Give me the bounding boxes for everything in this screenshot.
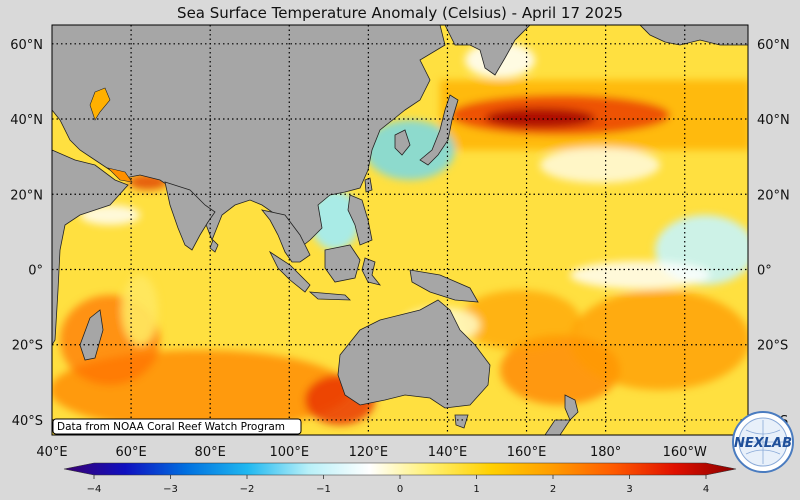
land-arabia-africa	[52, 149, 129, 346]
credit-box: Data from NOAA Coral Reef Watch Program	[52, 418, 302, 435]
latitude-labels-right: 60°N40°N20°N0°20°S40°S	[757, 38, 790, 429]
latitude-tick-label: 40°S	[12, 414, 43, 429]
colorbar-tick-label: 1	[473, 484, 479, 495]
latitude-tick-label: 20°N	[10, 188, 43, 203]
land-sumatra	[268, 250, 311, 293]
latitude-tick-label: 60°N	[757, 38, 790, 53]
anomaly-cool-madagascar-east	[122, 275, 158, 345]
anomaly-warm-coral-sea	[460, 290, 580, 350]
colorbar-tick-label: 2	[550, 484, 556, 495]
land-new-guinea	[409, 269, 479, 303]
colorbar-tick-label: −2	[240, 484, 255, 495]
colorbar: −4 −3 −2 −1 0 1 2 3 4	[63, 462, 737, 495]
longitude-tick-label: 160°W	[663, 445, 707, 460]
anomaly-cool-south-china-sea	[310, 190, 360, 250]
anomaly-cool-equatorial	[570, 261, 710, 289]
land-alaska	[639, 25, 748, 46]
latitude-tick-label: 20°S	[757, 339, 788, 354]
colorbar-bar	[63, 462, 737, 476]
longitude-tick-label: 60°E	[115, 445, 146, 460]
longitude-tick-label: 160°E	[507, 445, 547, 460]
latitude-labels-left: 60°N 40°N 20°N 0° 20°S 40°S	[10, 38, 43, 429]
latitude-tick-label: 40°N	[10, 113, 43, 128]
land-tasmania	[454, 414, 469, 429]
land-java	[308, 291, 351, 301]
anomaly-hotspot-kuroshio-core	[485, 108, 595, 128]
latitude-tick-label: 40°N	[757, 113, 790, 128]
longitude-tick-label: 80°E	[195, 445, 226, 460]
longitude-tick-label: 180°	[590, 445, 621, 460]
colorbar-tick-label: −1	[316, 484, 331, 495]
colorbar-tick-label: 0	[397, 484, 403, 495]
colorbar-tick-label: −4	[87, 484, 102, 495]
credit-box-frame	[52, 418, 302, 435]
colorbar-tick-label: 4	[703, 484, 709, 495]
land-japan	[419, 94, 459, 166]
inland-seas	[89, 87, 133, 183]
map-panel	[52, 25, 748, 435]
map-title: Sea Surface Temperature Anomaly (Celsius…	[177, 4, 623, 22]
longitude-tick-label: 40°E	[36, 445, 67, 460]
land-borneo	[324, 244, 361, 283]
persian-gulf	[107, 167, 133, 183]
map-frame	[51, 24, 749, 436]
anomaly-cool-japan-sea	[365, 120, 455, 180]
nexlab-logo: NEXLAB	[732, 411, 794, 473]
anomaly-field	[52, 42, 748, 430]
caspian-sea	[89, 87, 111, 121]
anomaly-warm-south-pacific	[570, 290, 748, 390]
longitude-tick-label: 120°E	[349, 445, 389, 460]
anomaly-cool-north-central	[540, 147, 660, 183]
logo-text: NEXLAB	[734, 436, 792, 451]
longitude-labels: 40°E 60°E 80°E 100°E 120°E 140°E 160°E 180° 160°…	[36, 445, 772, 460]
land-new-zealand-north	[564, 394, 579, 421]
graticule	[52, 25, 748, 435]
land-indochina	[260, 209, 311, 263]
land-kamchatka	[444, 25, 531, 76]
latitude-tick-label: 20°S	[12, 339, 43, 354]
credit-text: Data from NOAA Coral Reef Watch Program	[57, 421, 285, 433]
latitude-tick-label: 0°	[757, 263, 772, 278]
colorbar-tick-label: 3	[626, 484, 632, 495]
land-sri-lanka	[209, 239, 219, 253]
latitude-tick-label: 0°	[28, 263, 43, 278]
latitude-tick-label: 20°N	[757, 188, 790, 203]
longitude-tick-label: 140°E	[428, 445, 468, 460]
latitude-tick-label: 60°N	[10, 38, 43, 53]
land-india	[164, 181, 216, 251]
colorbar-tick-label: −3	[163, 484, 178, 495]
land-korea	[394, 129, 411, 156]
land-philippines	[347, 194, 373, 246]
colorbar-ticks: −4 −3 −2 −1 0 1 2 3 4	[87, 475, 709, 495]
longitude-tick-label: 100°E	[270, 445, 310, 460]
land-australia	[337, 299, 491, 409]
land-sulawesi	[361, 257, 382, 286]
logo-globe-lines-icon	[741, 420, 785, 464]
